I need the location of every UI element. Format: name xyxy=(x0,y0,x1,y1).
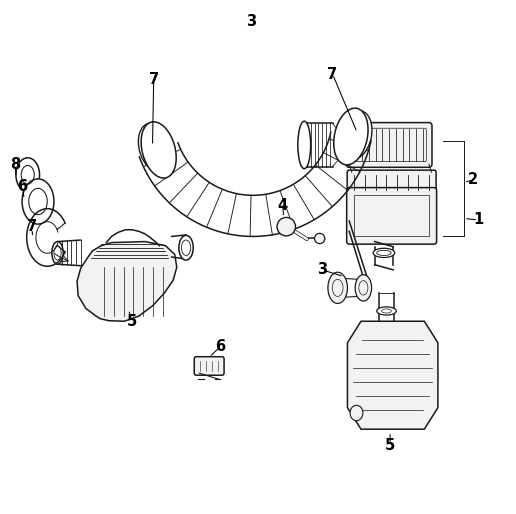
Ellipse shape xyxy=(141,122,176,178)
Text: 2: 2 xyxy=(468,172,478,188)
Ellipse shape xyxy=(355,274,372,301)
Ellipse shape xyxy=(16,158,40,192)
Ellipse shape xyxy=(377,307,396,315)
Polygon shape xyxy=(77,242,177,321)
Ellipse shape xyxy=(350,405,363,420)
Circle shape xyxy=(315,233,325,244)
Text: 5: 5 xyxy=(127,314,137,329)
Text: 7: 7 xyxy=(149,72,159,87)
Text: 7: 7 xyxy=(328,66,337,82)
Ellipse shape xyxy=(328,272,347,303)
Text: 4: 4 xyxy=(278,198,288,213)
Ellipse shape xyxy=(334,108,368,165)
Text: 7: 7 xyxy=(27,218,37,234)
FancyBboxPatch shape xyxy=(347,170,436,195)
Ellipse shape xyxy=(348,123,364,147)
Text: 6: 6 xyxy=(18,178,28,194)
Polygon shape xyxy=(347,321,438,429)
Ellipse shape xyxy=(373,248,395,258)
FancyBboxPatch shape xyxy=(346,122,432,168)
Text: 1: 1 xyxy=(473,212,483,228)
Text: 5: 5 xyxy=(385,438,395,453)
Text: 8: 8 xyxy=(10,157,20,172)
FancyBboxPatch shape xyxy=(194,357,224,375)
Ellipse shape xyxy=(340,111,372,159)
FancyBboxPatch shape xyxy=(347,188,437,244)
Ellipse shape xyxy=(179,235,193,260)
Text: 6: 6 xyxy=(215,339,225,355)
Ellipse shape xyxy=(147,135,163,159)
Text: 3: 3 xyxy=(246,14,256,29)
Ellipse shape xyxy=(138,123,171,172)
Ellipse shape xyxy=(52,242,63,264)
Text: 3: 3 xyxy=(317,262,327,278)
Bar xyxy=(354,195,429,236)
Circle shape xyxy=(277,217,296,236)
Ellipse shape xyxy=(22,179,54,224)
Ellipse shape xyxy=(298,121,311,169)
